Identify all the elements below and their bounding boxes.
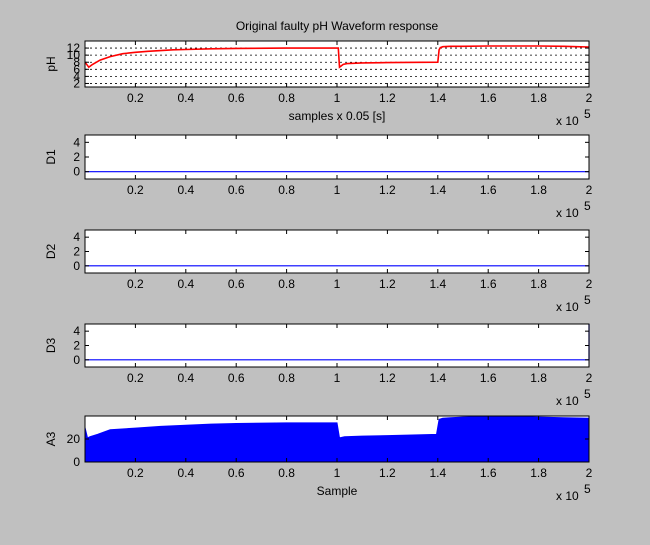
subplot-1: 0.2 0.4 0.6 0.8 1 1.2 1.4 1.6 1.8 224681012pHsamp… xyxy=(44,19,593,128)
x-tick-label: 1.2 xyxy=(379,277,396,291)
x-tick-label: 0.6 xyxy=(228,371,245,385)
x-tick-label: 0.2 xyxy=(127,183,144,197)
x-exponent-power: 5 xyxy=(584,482,591,496)
x-tick-label: 1.6 xyxy=(480,91,497,105)
x-tick-label: 1 xyxy=(334,371,341,385)
x-tick-label: 0.2 xyxy=(127,91,144,105)
y-tick-label: 4 xyxy=(73,324,80,338)
y-axis-label: D3 xyxy=(44,338,58,354)
x-tick-label: 1.8 xyxy=(530,277,547,291)
x-axis-label: samples x 0.05 [s] xyxy=(289,109,386,123)
axes-background xyxy=(85,135,589,179)
x-tick-label: 2 xyxy=(586,466,593,480)
y-tick-label: 0 xyxy=(73,259,80,273)
x-tick-label: 0.6 xyxy=(228,466,245,480)
x-tick-label: 1.4 xyxy=(429,371,446,385)
x-exponent-base: x 10 xyxy=(556,206,579,220)
x-tick-label: 0.8 xyxy=(278,371,295,385)
y-axis-label: D1 xyxy=(44,149,58,165)
x-tick-label: 0.8 xyxy=(278,183,295,197)
x-exponent-power: 5 xyxy=(584,387,591,401)
x-tick-label: 0.8 xyxy=(278,91,295,105)
x-tick-label: 1.6 xyxy=(480,183,497,197)
x-tick-label: 1.6 xyxy=(480,277,497,291)
y-tick-label: 2 xyxy=(73,76,80,90)
y-tick-label: 0 xyxy=(73,353,80,367)
x-tick-label: 0.4 xyxy=(177,91,194,105)
x-tick-label: 0.6 xyxy=(228,277,245,291)
x-exponent-base: x 10 xyxy=(556,114,579,128)
x-tick-label: 0.4 xyxy=(177,277,194,291)
x-tick-label: 0.8 xyxy=(278,277,295,291)
y-tick-label: 4 xyxy=(73,69,80,83)
x-exponent-power: 5 xyxy=(584,293,591,307)
x-tick-label: 2 xyxy=(586,277,593,291)
x-tick-label: 2 xyxy=(586,91,593,105)
x-tick-label: 1.8 xyxy=(530,466,547,480)
x-tick-label: 2 xyxy=(586,183,593,197)
y-tick-label: 0 xyxy=(73,455,80,469)
y-tick-label: 4 xyxy=(73,135,80,149)
y-tick-label: 4 xyxy=(73,230,80,244)
x-tick-label: 1.6 xyxy=(480,371,497,385)
x-tick-label: 1.8 xyxy=(530,91,547,105)
x-tick-label: 1.8 xyxy=(530,183,547,197)
x-tick-label: 1 xyxy=(334,91,341,105)
x-exponent-base: x 10 xyxy=(556,300,579,314)
x-tick-label: 1.2 xyxy=(379,466,396,480)
x-exponent-power: 5 xyxy=(584,199,591,213)
x-tick-label: 1.4 xyxy=(429,277,446,291)
x-exponent-power: 5 xyxy=(584,107,591,121)
x-tick-label: 1.6 xyxy=(480,466,497,480)
x-tick-label: 1 xyxy=(334,183,341,197)
y-tick-label: 2 xyxy=(73,150,80,164)
axes-background xyxy=(85,324,589,367)
y-tick-label: 20 xyxy=(67,432,81,446)
x-tick-label: 0.2 xyxy=(127,371,144,385)
x-tick-label: 1.4 xyxy=(429,91,446,105)
chart-title: Original faulty pH Waveform response xyxy=(236,19,439,33)
x-tick-label: 1.2 xyxy=(379,371,396,385)
x-tick-label: 0.2 xyxy=(127,277,144,291)
x-tick-label: 1.4 xyxy=(429,183,446,197)
y-tick-label: 2 xyxy=(73,245,80,259)
x-tick-label: 1.8 xyxy=(530,371,547,385)
x-tick-label: 0.4 xyxy=(177,371,194,385)
x-tick-label: 1.2 xyxy=(379,91,396,105)
x-tick-label: 2 xyxy=(586,371,593,385)
axes-background xyxy=(85,230,589,273)
x-tick-label: 1.4 xyxy=(429,466,446,480)
x-tick-label: 1.2 xyxy=(379,183,396,197)
y-axis-label: A3 xyxy=(44,431,58,446)
x-tick-label: 0.6 xyxy=(228,183,245,197)
series-area xyxy=(84,416,590,463)
y-tick-label: 2 xyxy=(73,339,80,353)
x-tick-label: 0.6 xyxy=(228,91,245,105)
y-tick-label: 10 xyxy=(67,48,81,62)
y-tick-label: 12 xyxy=(67,41,81,55)
series-line xyxy=(84,45,590,69)
y-tick-label: 0 xyxy=(73,165,80,179)
x-tick-label: 0.4 xyxy=(177,183,194,197)
x-tick-label: 0.2 xyxy=(127,466,144,480)
x-tick-label: 1 xyxy=(334,277,341,291)
x-tick-label: 0.4 xyxy=(177,466,194,480)
y-axis-label: D2 xyxy=(44,244,58,260)
y-tick-label: 6 xyxy=(73,62,80,76)
x-tick-label: 0.8 xyxy=(278,466,295,480)
x-axis-label: Sample xyxy=(317,484,358,498)
x-exponent-base: x 10 xyxy=(556,394,579,408)
x-tick-label: 1 xyxy=(334,466,341,480)
y-tick-label: 8 xyxy=(73,55,80,69)
y-axis-label: pH xyxy=(44,56,58,71)
x-exponent-base: x 10 xyxy=(556,489,579,503)
